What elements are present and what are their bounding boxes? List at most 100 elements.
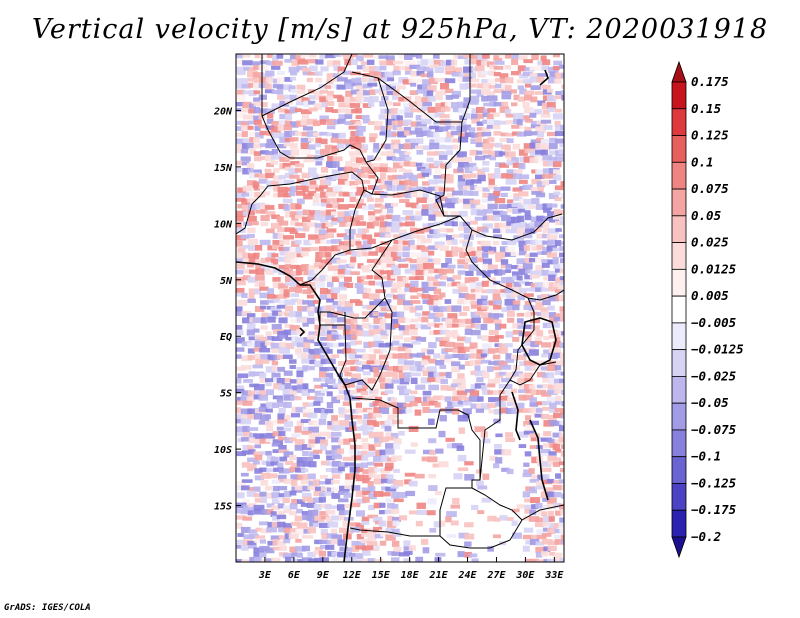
- velocity-cell: [554, 388, 562, 394]
- velocity-cell: [441, 77, 449, 82]
- velocity-cell: [291, 498, 298, 505]
- velocity-cell: [505, 372, 516, 379]
- velocity-cell: [433, 54, 440, 60]
- velocity-cell: [410, 324, 418, 331]
- velocity-cell: [289, 437, 297, 442]
- velocity-cell: [319, 539, 328, 545]
- velocity-cell: [522, 408, 533, 413]
- velocity-cell: [428, 77, 438, 85]
- velocity-cell: [476, 353, 485, 360]
- velocity-cell: [302, 485, 311, 492]
- velocity-cell: [308, 558, 318, 562]
- velocity-cell: [271, 505, 281, 510]
- velocity-cell: [392, 179, 403, 185]
- velocity-cell: [475, 293, 483, 300]
- velocity-cell: [258, 124, 269, 129]
- velocity-cell: [337, 204, 349, 210]
- velocity-cell: [528, 468, 535, 475]
- velocity-cell: [409, 365, 420, 372]
- velocity-cell: [348, 203, 356, 208]
- velocity-cell: [355, 121, 362, 127]
- velocity-cell: [529, 157, 539, 164]
- velocity-cell: [462, 173, 472, 179]
- velocity-cell: [301, 131, 309, 137]
- velocity-cell: [554, 240, 562, 247]
- velocity-cell: [236, 197, 246, 202]
- velocity-cell: [373, 437, 383, 443]
- velocity-cell: [285, 282, 295, 286]
- velocity-cell: [282, 389, 294, 395]
- velocity-cell: [548, 510, 555, 518]
- velocity-cell: [487, 203, 498, 210]
- velocity-cell: [338, 335, 348, 340]
- velocity-cell: [559, 342, 564, 349]
- velocity-cell: [398, 167, 405, 172]
- velocity-cell: [338, 498, 349, 503]
- velocity-cell: [493, 517, 501, 522]
- velocity-cell: [348, 552, 356, 559]
- velocity-cell: [499, 401, 507, 408]
- velocity-cell: [360, 538, 372, 544]
- velocity-cell: [236, 132, 244, 137]
- velocity-cell: [560, 371, 564, 376]
- velocity-cell: [354, 455, 363, 460]
- velocity-cell: [396, 85, 406, 90]
- velocity-cell: [530, 413, 539, 417]
- velocity-cell: [462, 185, 471, 190]
- velocity-cell: [522, 184, 533, 191]
- velocity-cell: [458, 318, 470, 325]
- velocity-cell: [486, 366, 494, 372]
- velocity-cell: [378, 354, 388, 360]
- velocity-cell: [296, 508, 303, 514]
- velocity-cell: [505, 331, 514, 338]
- velocity-cell: [272, 366, 279, 372]
- velocity-cell: [255, 244, 263, 251]
- velocity-cell: [399, 199, 410, 203]
- velocity-cell: [302, 426, 312, 433]
- velocity-cell: [306, 118, 318, 125]
- velocity-cell: [391, 114, 400, 121]
- velocity-cell: [559, 503, 564, 510]
- velocity-cell: [530, 131, 539, 136]
- velocity-cell: [444, 220, 455, 226]
- velocity-cell: [241, 479, 253, 483]
- velocity-cell: [240, 408, 252, 415]
- velocity-cell: [445, 516, 452, 523]
- velocity-cell: [247, 544, 257, 549]
- map-frame: [235, 53, 565, 563]
- velocity-cell: [494, 222, 502, 229]
- velocity-cell: [344, 180, 352, 186]
- velocity-cell: [306, 443, 315, 448]
- velocity-cell: [516, 215, 525, 223]
- velocity-cell: [390, 107, 399, 115]
- velocity-cell: [422, 223, 432, 230]
- velocity-cell: [421, 316, 429, 323]
- velocity-cell: [291, 335, 299, 342]
- velocity-cell: [331, 474, 341, 479]
- velocity-cell: [440, 385, 448, 391]
- velocity-cell: [536, 120, 547, 127]
- velocity-cell: [301, 557, 313, 562]
- velocity-cell: [260, 102, 268, 108]
- velocity-cell: [441, 203, 448, 208]
- velocity-cell: [524, 336, 532, 343]
- velocity-cell: [386, 156, 396, 161]
- velocity-cell: [283, 427, 292, 432]
- velocity-cell: [471, 67, 479, 72]
- velocity-cell: [342, 456, 353, 461]
- velocity-cell: [252, 364, 264, 369]
- velocity-cell: [290, 121, 299, 128]
- velocity-cell: [307, 473, 316, 480]
- colorbar-swatch: [671, 322, 687, 351]
- velocity-cell: [489, 156, 496, 161]
- velocity-cell: [458, 286, 469, 293]
- velocity-cell: [260, 300, 269, 305]
- velocity-cell: [320, 198, 331, 204]
- velocity-cell: [457, 299, 466, 305]
- velocity-cell: [504, 343, 513, 348]
- velocity-cell: [312, 199, 320, 205]
- velocity-cell: [246, 142, 254, 149]
- velocity-cell: [270, 511, 277, 517]
- velocity-cell: [350, 389, 358, 395]
- velocity-cell: [350, 378, 358, 383]
